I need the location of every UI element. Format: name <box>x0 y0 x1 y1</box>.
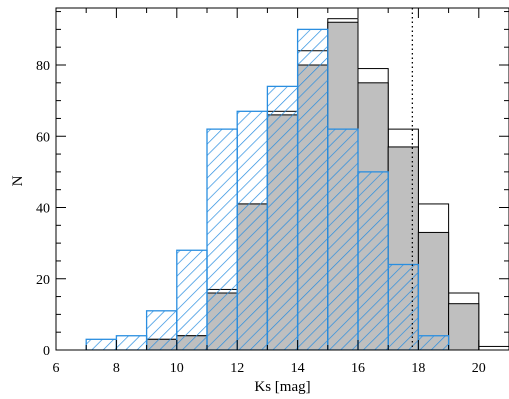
blue-hatched-histogram-bar <box>85 338 118 350</box>
x-tick-label: 14 <box>291 361 305 376</box>
y-tick-label: 0 <box>43 344 50 359</box>
axis-ticks <box>55 8 509 351</box>
x-tick-label: 8 <box>113 361 120 376</box>
y-tick-label: 80 <box>36 59 50 74</box>
gray-histogram-bar <box>417 231 450 350</box>
y-tick-label: 60 <box>36 130 50 145</box>
plot-frame <box>55 7 509 351</box>
y-tick-label: 40 <box>36 202 50 217</box>
blue-hatched-histogram-bar <box>327 128 359 350</box>
histogram-bars <box>85 18 509 350</box>
y-tick-label: 20 <box>36 273 50 288</box>
blue-hatched-histogram-bar <box>357 171 389 350</box>
x-axis-title: Ks [mag] <box>254 379 310 395</box>
x-tick-label: 6 <box>53 361 60 376</box>
blue-hatched-histogram-bar <box>115 335 148 350</box>
y-axis-title: N <box>10 175 26 186</box>
blue-hatched-histogram-bar <box>417 335 450 350</box>
x-tick-label: 10 <box>170 361 184 376</box>
blue-hatched-histogram-bar <box>236 110 269 350</box>
gray-histogram-bar <box>448 303 480 350</box>
blue-hatched-histogram-bar <box>145 310 178 350</box>
x-tick-label: 20 <box>472 361 486 376</box>
x-tick-label: 12 <box>230 361 244 376</box>
blue-hatched-histogram-bar <box>266 85 299 350</box>
x-tick-label: 16 <box>351 361 365 376</box>
blue-hatched-histogram-bar <box>296 28 329 350</box>
outline-histogram-bar <box>478 345 509 350</box>
tick-labels: 6 8 10 12 14 16 18 20 0 20 40 60 80 <box>36 59 486 376</box>
x-tick-label: 18 <box>411 361 425 376</box>
blue-hatched-histogram-bar <box>206 128 238 350</box>
blue-hatched-histogram-bar <box>176 249 208 350</box>
blue-hatched-histogram-bar <box>387 263 420 350</box>
